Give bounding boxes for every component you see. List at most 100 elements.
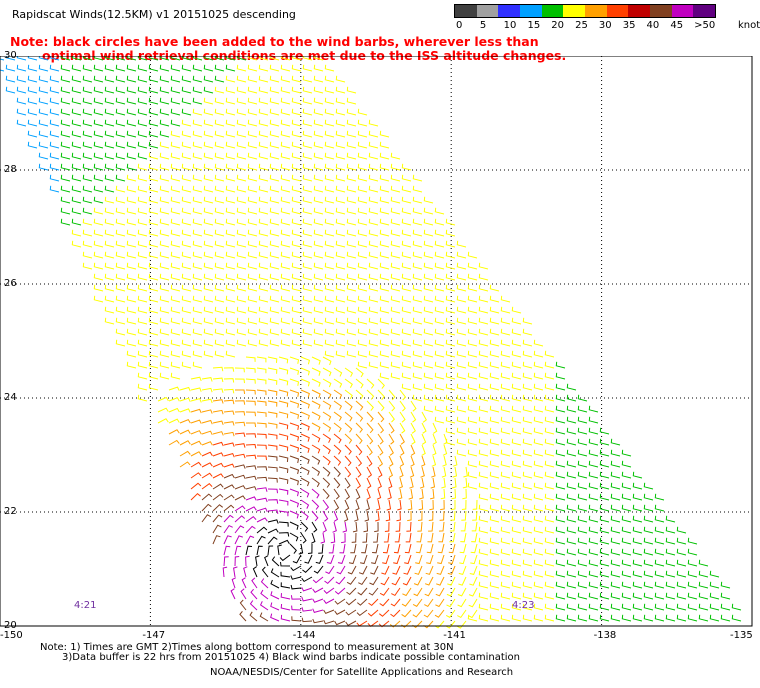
wind-barb (115, 229, 126, 237)
wind-barb (181, 196, 192, 204)
wind-barb (449, 532, 456, 543)
wind-barb (313, 185, 324, 193)
wind-barb (291, 119, 302, 127)
wind-barb (665, 603, 676, 611)
wind-barb (610, 493, 621, 501)
wind-barb (368, 273, 379, 281)
wind-barb (357, 130, 368, 138)
wind-barb (412, 372, 423, 380)
wind-barb (269, 218, 280, 226)
wind-barb (137, 317, 148, 325)
wind-barb (170, 240, 181, 248)
wind-barb (291, 328, 302, 336)
wind-barb (27, 64, 38, 72)
wind-barb (500, 592, 511, 600)
wind-barb (269, 339, 280, 347)
wind-barb (289, 499, 299, 508)
wind-barb (223, 442, 235, 447)
wind-barb (115, 97, 126, 105)
wind-barb (434, 218, 445, 226)
wind-barb (38, 130, 49, 138)
wind-barb (366, 400, 374, 411)
wind-barb (278, 433, 289, 441)
wind-barb (468, 587, 478, 597)
wind-barb (379, 372, 390, 380)
wind-barb (280, 218, 291, 226)
wind-barb (447, 576, 456, 586)
wind-barb (544, 493, 555, 501)
wind-barb (423, 295, 434, 303)
wind-barb (302, 240, 313, 248)
wind-barb (366, 488, 371, 500)
wind-barb (511, 570, 522, 578)
colorbar-segment (498, 5, 521, 17)
wind-barb (311, 378, 321, 387)
wind-barb (311, 466, 321, 476)
wind-barb (577, 603, 588, 611)
wind-barb (355, 400, 364, 411)
wind-barb (258, 185, 269, 193)
wind-barb (610, 603, 621, 611)
wind-barb (357, 174, 368, 182)
wind-barb (489, 526, 500, 534)
wind-barb (335, 306, 346, 314)
wind-barb (115, 75, 126, 83)
wind-barb (621, 603, 632, 611)
wind-barb (192, 328, 203, 336)
wind-barb (148, 108, 159, 116)
wind-barb (665, 526, 676, 534)
wind-barb (214, 86, 225, 94)
colorbar-tick-label: 30 (598, 20, 612, 31)
wind-barb (278, 488, 289, 495)
wind-barb (335, 185, 346, 193)
wind-barb (522, 471, 533, 479)
wind-barb (348, 554, 357, 565)
wind-barb (698, 603, 709, 611)
wind-barb (344, 367, 354, 377)
wind-barb (500, 339, 511, 347)
wind-barb (451, 488, 457, 500)
wind-barb (522, 416, 533, 424)
wind-barb (577, 614, 588, 622)
wind-barb (423, 339, 434, 347)
wind-barb (126, 218, 137, 226)
wind-barb (322, 422, 332, 432)
wind-barb (410, 411, 417, 423)
wind-barb (60, 130, 71, 138)
wind-barb (236, 240, 247, 248)
wind-barb (214, 240, 225, 248)
wind-barb (291, 185, 302, 193)
wind-barb (478, 592, 489, 600)
wind-barb (445, 284, 456, 292)
wind-barb (358, 576, 368, 586)
wind-barb (555, 449, 566, 457)
wind-barb (260, 589, 269, 600)
wind-barb (170, 229, 181, 237)
wind-barb (170, 372, 181, 380)
wind-barb (377, 444, 384, 456)
colorbar-segment (563, 5, 586, 17)
wind-barb (223, 535, 232, 545)
wind-barb (533, 504, 544, 512)
wind-barb (346, 163, 357, 171)
wind-barb (214, 262, 225, 270)
wind-barb (126, 350, 137, 358)
wind-barb (489, 559, 500, 567)
wind-barb (420, 455, 426, 467)
wind-barb (300, 389, 310, 398)
wind-barb (511, 460, 522, 468)
wind-barb (397, 499, 402, 511)
wind-barb (434, 240, 445, 248)
wind-barb (511, 526, 522, 534)
wind-barb (190, 376, 202, 382)
wind-barb (270, 613, 280, 622)
wind-barb (643, 559, 654, 567)
wind-barb (434, 609, 445, 618)
wind-barb (489, 592, 500, 600)
wind-barb (301, 607, 313, 612)
wind-barb (401, 361, 412, 369)
wind-barb (577, 416, 588, 424)
wind-barb (489, 438, 500, 446)
wind-barb (544, 361, 555, 369)
wind-barb (544, 559, 555, 567)
